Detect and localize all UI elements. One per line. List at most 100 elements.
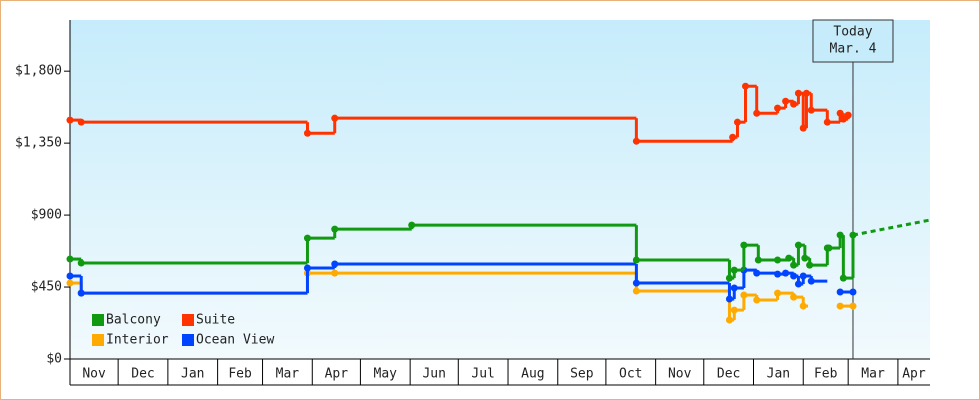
price-point <box>66 116 74 124</box>
today-label: Mar. 4 <box>830 42 877 57</box>
today-label: Today <box>833 25 872 40</box>
price-point <box>753 296 761 304</box>
price-point <box>331 260 339 268</box>
x-tick-label: Jul <box>471 367 494 382</box>
price-point <box>66 255 74 263</box>
price-point <box>733 118 741 126</box>
y-tick-label: $450 <box>31 280 62 295</box>
price-point <box>836 302 844 310</box>
x-tick-label: Mar <box>276 367 300 382</box>
price-point <box>774 289 782 297</box>
price-point <box>408 221 416 229</box>
price-point <box>632 287 640 295</box>
projection-line <box>852 218 931 237</box>
price-point <box>774 270 782 278</box>
x-tick-label: Apr <box>902 367 926 382</box>
price-point <box>730 306 738 314</box>
price-point <box>66 272 74 280</box>
price-point <box>823 118 831 126</box>
price-point <box>725 274 733 282</box>
price-point <box>782 97 790 105</box>
price-point <box>725 316 733 324</box>
price-point <box>794 280 802 288</box>
price-point <box>806 261 814 269</box>
price-point <box>303 264 311 272</box>
price-point <box>839 115 847 123</box>
price-point <box>632 279 640 287</box>
price-point <box>794 89 802 97</box>
price-point <box>849 288 857 296</box>
x-tick-label: May <box>374 367 398 382</box>
price-point <box>77 259 85 267</box>
y-tick-label: $1,800 <box>15 64 62 79</box>
x-tick-label: Oct <box>619 367 642 382</box>
price-point <box>849 231 857 239</box>
today-box <box>812 19 894 63</box>
price-point <box>839 274 847 282</box>
price-point <box>802 89 810 97</box>
price-point <box>77 118 85 126</box>
price-point <box>741 82 749 90</box>
price-point <box>807 277 815 285</box>
x-tick-label: Aug <box>521 367 544 382</box>
legend-swatch <box>92 314 104 326</box>
price-point <box>632 137 640 145</box>
price-point <box>836 109 844 117</box>
price-point <box>774 256 782 264</box>
price-point <box>849 302 857 310</box>
price-point <box>725 295 733 303</box>
x-tick-label: Nov <box>82 367 106 382</box>
price-point <box>799 124 807 132</box>
price-point <box>790 100 798 108</box>
y-tick-label: $0 <box>46 352 62 367</box>
legend-label: Ocean View <box>196 333 274 348</box>
legend-label: Interior <box>106 333 169 348</box>
price-point <box>754 256 762 264</box>
x-tick-label: Nov <box>668 367 692 382</box>
price-point <box>799 302 807 310</box>
price-point <box>729 133 737 141</box>
price-point <box>303 234 311 242</box>
price-point <box>753 269 761 277</box>
legend-label: Balcony <box>106 313 161 328</box>
x-tick-label: Jan <box>181 367 204 382</box>
x-tick-label: Feb <box>228 367 252 382</box>
price-point <box>303 129 311 137</box>
price-point <box>790 272 798 280</box>
price-point <box>801 254 809 262</box>
legend-label: Suite <box>196 313 235 328</box>
x-tick-label: Dec <box>717 367 740 382</box>
x-tick-label: Jun <box>422 367 445 382</box>
price-point <box>836 231 844 239</box>
price-point <box>790 293 798 301</box>
price-point <box>730 284 738 292</box>
x-tick-label: Mar <box>861 367 885 382</box>
legend-swatch <box>92 334 104 346</box>
y-tick-label: $900 <box>31 208 62 223</box>
price-point <box>774 104 782 112</box>
x-tick-label: Jan <box>767 367 790 382</box>
price-point <box>331 114 339 122</box>
price-point <box>740 291 748 299</box>
price-point <box>794 241 802 249</box>
x-tick-label: Apr <box>325 367 349 382</box>
price-point <box>730 266 738 274</box>
price-point <box>825 244 833 252</box>
x-tick-label: Dec <box>131 367 154 382</box>
price-point <box>799 272 807 280</box>
price-point <box>331 269 339 277</box>
price-point <box>790 261 798 269</box>
price-point <box>836 288 844 296</box>
x-tick-label: Sep <box>570 367 594 382</box>
y-tick-label: $1,350 <box>15 136 62 151</box>
price-point <box>807 106 815 114</box>
price-point <box>77 289 85 297</box>
plot-area <box>70 20 930 359</box>
price-point <box>782 269 790 277</box>
legend-swatch <box>182 314 194 326</box>
legend-swatch <box>182 334 194 346</box>
price-point <box>844 111 852 119</box>
price-point <box>785 254 793 262</box>
price-point <box>740 241 748 249</box>
